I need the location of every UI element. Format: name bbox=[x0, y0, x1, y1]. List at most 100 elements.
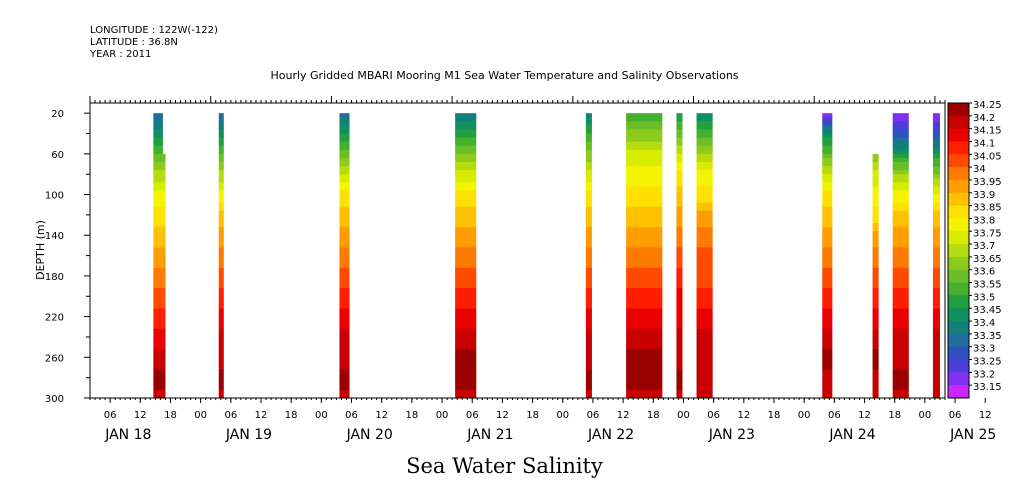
salinity-cell bbox=[153, 385, 163, 391]
salinity-cell bbox=[218, 194, 224, 200]
salinity-cell bbox=[872, 320, 879, 326]
salinity-cell bbox=[585, 308, 592, 314]
salinity-cell bbox=[153, 341, 163, 346]
salinity-cell bbox=[822, 198, 833, 204]
salinity-cell bbox=[585, 178, 592, 183]
salinity-cell bbox=[153, 149, 163, 155]
salinity-cell bbox=[455, 235, 477, 240]
salinity-cell bbox=[455, 247, 477, 253]
salinity-cell bbox=[585, 361, 592, 366]
salinity-cell bbox=[218, 210, 224, 216]
salinity-cell bbox=[585, 284, 592, 289]
salinity-cell bbox=[676, 312, 683, 318]
salinity-cell bbox=[676, 113, 683, 118]
salinity-cell bbox=[339, 316, 350, 322]
salinity-cell bbox=[892, 328, 909, 334]
salinity-cell bbox=[676, 218, 683, 224]
salinity-cell bbox=[676, 117, 683, 122]
salinity-cell bbox=[822, 121, 833, 126]
salinity-cell bbox=[585, 227, 592, 232]
x-day-label: JAN 23 bbox=[708, 427, 755, 443]
salinity-cell bbox=[892, 145, 909, 151]
salinity-cell bbox=[162, 210, 166, 216]
salinity-cell bbox=[585, 162, 592, 167]
colorbar-swatch bbox=[948, 244, 969, 258]
x-day-label: JAN 21 bbox=[466, 427, 513, 443]
salinity-cell bbox=[872, 166, 879, 171]
salinity-cell bbox=[696, 113, 713, 118]
salinity-cell bbox=[676, 129, 683, 135]
salinity-cell bbox=[822, 157, 833, 163]
salinity-cell bbox=[892, 345, 909, 350]
salinity-cell bbox=[932, 137, 940, 143]
salinity-cell bbox=[585, 275, 592, 281]
salinity-cell bbox=[218, 121, 224, 126]
salinity-cell bbox=[872, 259, 879, 265]
longitude-label: LONGITUDE : 122W(-122) bbox=[90, 25, 218, 36]
salinity-cell bbox=[822, 153, 833, 159]
salinity-cell bbox=[676, 292, 683, 297]
salinity-cell bbox=[696, 129, 713, 135]
salinity-cell bbox=[153, 198, 163, 204]
salinity-cell bbox=[162, 320, 166, 326]
salinity-cell bbox=[932, 239, 940, 244]
salinity-cell bbox=[153, 357, 163, 362]
x-tick-label: 12 bbox=[858, 410, 871, 421]
salinity-cell bbox=[892, 149, 909, 155]
salinity-cell bbox=[339, 267, 350, 273]
salinity-cell bbox=[162, 227, 166, 232]
salinity-cell bbox=[218, 113, 224, 118]
salinity-cell bbox=[153, 320, 163, 326]
salinity-cell bbox=[585, 157, 592, 163]
salinity-cell bbox=[626, 214, 663, 220]
salinity-cell bbox=[339, 137, 350, 143]
chart-title: Hourly Gridded MBARI Mooring M1 Sea Wate… bbox=[270, 69, 739, 82]
salinity-cell bbox=[892, 292, 909, 297]
salinity-cell bbox=[676, 210, 683, 216]
y-tick-label: 220 bbox=[45, 313, 64, 324]
salinity-cell bbox=[585, 210, 592, 216]
salinity-cell bbox=[822, 125, 833, 130]
salinity-cell bbox=[339, 341, 350, 346]
salinity-cell bbox=[585, 369, 592, 375]
salinity-cell bbox=[822, 206, 833, 212]
salinity-cell bbox=[932, 324, 940, 330]
salinity-cell bbox=[162, 206, 166, 212]
salinity-cell bbox=[153, 133, 163, 139]
salinity-cell bbox=[218, 251, 224, 257]
salinity-cell bbox=[892, 369, 909, 375]
salinity-cell bbox=[626, 328, 663, 334]
salinity-cell bbox=[162, 357, 166, 362]
salinity-cell bbox=[932, 381, 940, 387]
colorbar-label: 33.25 bbox=[973, 357, 1002, 368]
salinity-cell bbox=[696, 133, 713, 139]
salinity-cell bbox=[626, 353, 663, 358]
salinity-cell bbox=[932, 369, 940, 375]
salinity-cell bbox=[455, 166, 477, 171]
salinity-cell bbox=[153, 202, 163, 208]
salinity-cell bbox=[626, 345, 663, 350]
salinity-cell bbox=[339, 284, 350, 289]
salinity-cell bbox=[455, 308, 477, 314]
salinity-cell bbox=[153, 332, 163, 338]
salinity-cell bbox=[822, 259, 833, 265]
x-tick-label: 06 bbox=[707, 410, 720, 421]
colorbar-label: 33.4 bbox=[973, 318, 995, 329]
salinity-cell bbox=[626, 267, 663, 273]
colorbar-label: 33.65 bbox=[973, 254, 1002, 265]
salinity-cell bbox=[872, 218, 879, 224]
salinity-cell bbox=[696, 239, 713, 244]
salinity-cell bbox=[676, 345, 683, 350]
y-axis-label: DEPTH (m) bbox=[34, 220, 47, 280]
data-column bbox=[162, 153, 166, 399]
colorbar-swatch bbox=[948, 295, 969, 309]
salinity-cell bbox=[822, 166, 833, 171]
salinity-cell bbox=[153, 377, 163, 383]
salinity-cell bbox=[676, 162, 683, 167]
salinity-cell bbox=[872, 280, 879, 285]
salinity-cell bbox=[455, 349, 477, 354]
salinity-cell bbox=[218, 357, 224, 362]
salinity-cell bbox=[872, 227, 879, 232]
salinity-cell bbox=[218, 218, 224, 224]
salinity-cell bbox=[585, 247, 592, 253]
